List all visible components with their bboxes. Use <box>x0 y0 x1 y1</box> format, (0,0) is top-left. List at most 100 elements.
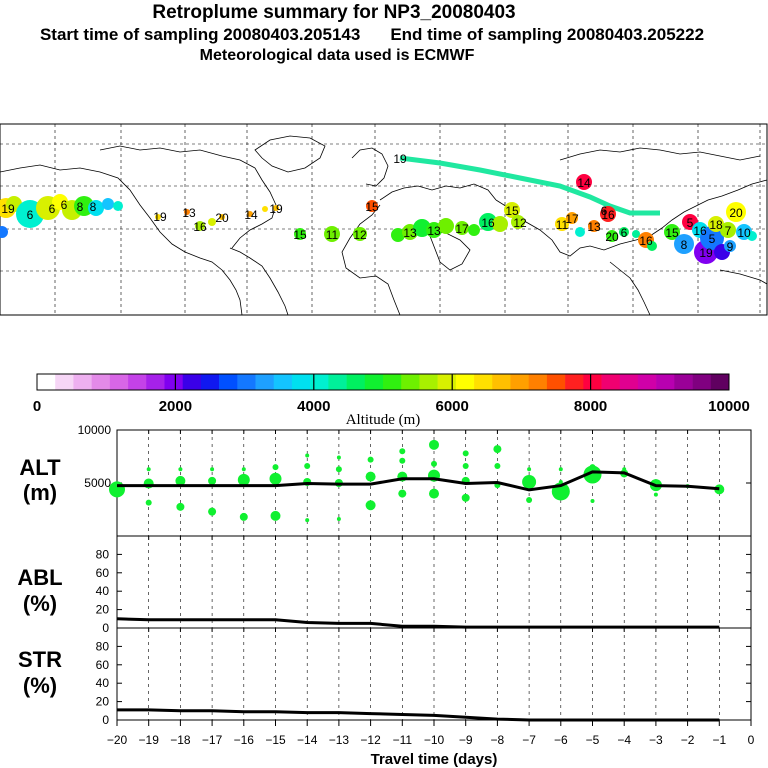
colorbar-swatch <box>455 374 475 390</box>
colorbar-swatch <box>328 374 347 390</box>
trajectory-point <box>674 234 694 254</box>
trajectory-point <box>113 201 123 211</box>
colorbar-swatch <box>437 374 457 390</box>
colorbar-tick-label: 0 <box>33 398 41 415</box>
x-axis-tick-label: −1 <box>712 733 726 747</box>
colorbar-swatch <box>528 374 548 390</box>
trajectory-point <box>700 226 724 250</box>
trajectory-point <box>726 202 746 222</box>
x-axis-tick-label: −19 <box>139 733 160 747</box>
colorbar-swatch <box>55 374 74 390</box>
alt-spread-point <box>365 471 376 482</box>
trajectory-day-label: 20 <box>605 230 619 244</box>
alt-spread-point <box>210 467 215 472</box>
trajectory-day-label: 9 <box>727 240 734 254</box>
trajectory-day-label: 16 <box>601 208 615 222</box>
trajectory-day-label: 8 <box>681 238 688 252</box>
alt-spread-point <box>653 492 658 497</box>
colorbar-swatch <box>128 374 147 390</box>
alt-spread-point <box>239 512 248 521</box>
map-frame <box>0 123 768 316</box>
trajectory-point <box>600 206 616 222</box>
str-y-tick-label: 60 <box>96 658 110 672</box>
alt-spread-point <box>714 484 725 495</box>
colorbar-tick-label: 2000 <box>159 398 192 415</box>
colorbar-swatch <box>219 374 238 390</box>
trajectory-point <box>632 230 640 238</box>
x-axis-title: Travel time (days) <box>371 751 498 768</box>
str-y-tick-label: 0 <box>102 713 109 727</box>
x-axis-tick-label: 0 <box>748 733 755 747</box>
trajectory-day-label: 6 <box>601 204 608 218</box>
colorbar-swatch <box>346 374 366 390</box>
str-y-tick-label: 80 <box>96 639 110 653</box>
trajectory-day-label: 13 <box>403 226 417 240</box>
coastlines <box>0 135 768 316</box>
x-axis-tick-label: −12 <box>360 733 381 747</box>
colorbar-swatch <box>164 374 183 390</box>
trajectory-point <box>219 214 225 220</box>
trajectory-day-label: 17 <box>455 222 469 236</box>
colorbar-swatch <box>419 374 438 390</box>
x-axis-tick-label: −2 <box>681 733 695 747</box>
trajectory-day-label: 19 <box>153 210 167 224</box>
trajectory-day-label: 5 <box>709 232 716 246</box>
trajectory-point <box>619 227 629 237</box>
colorbar-swatch <box>255 374 275 390</box>
colorbar-swatch <box>674 374 693 390</box>
colorbar-swatch <box>510 374 529 390</box>
trajectory-point <box>262 206 268 212</box>
colorbar-swatch <box>619 374 639 390</box>
alt-spread-point <box>583 465 602 484</box>
colorbar-swatch <box>182 374 202 390</box>
alt-spread-point <box>304 463 311 470</box>
alt-spread-point <box>558 479 563 484</box>
x-axis-tick-label: −18 <box>170 733 191 747</box>
trajectory-day-label: 13 <box>587 220 601 234</box>
abl-y-tick-label: 0 <box>102 621 109 635</box>
alt-spread-point <box>175 475 186 486</box>
trajectory-point <box>664 224 680 240</box>
alt-spread-point <box>589 464 596 471</box>
trajectory-point <box>324 226 340 242</box>
alt-spread-point <box>336 455 341 460</box>
colorbar-tick-label: 6000 <box>436 398 469 415</box>
x-axis-tick-label: −7 <box>522 733 536 747</box>
alt-spread-point <box>622 467 627 472</box>
alt-y-tick-label: 5000 <box>84 476 111 490</box>
trajectory-day-label: 13 <box>427 224 441 238</box>
trajectory-point <box>588 220 600 232</box>
trajectory-day-label: 12 <box>513 216 527 230</box>
trajectory-day-label: 8 <box>90 200 97 214</box>
abl-label: ABL <box>17 565 62 590</box>
colorbar-tick-label: 8000 <box>574 398 607 415</box>
alt-spread-point <box>241 467 246 472</box>
x-axis-tick-label: −14 <box>297 733 318 747</box>
colorbar-swatch <box>364 374 384 390</box>
trajectory-point <box>576 174 592 190</box>
trajectory-day-label: 19 <box>699 246 713 260</box>
trajectory-day-label: 10 <box>737 226 751 240</box>
alt-y-tick-label: 10000 <box>78 423 112 437</box>
trajectory-day-label: 15 <box>665 226 679 240</box>
trajectory-point <box>455 221 469 235</box>
map-graticule <box>0 124 767 315</box>
abl-y-tick-label: 60 <box>96 566 110 580</box>
met-data-label: Meteorological data used is ECMWF <box>199 47 475 64</box>
abl-unit: (%) <box>23 591 57 616</box>
alt-spread-point <box>527 467 532 472</box>
trajectory-day-label: 19 <box>393 152 407 166</box>
x-axis-tick-label: −16 <box>234 733 255 747</box>
trajectory-day-label: 7 <box>725 224 732 238</box>
trajectory-point <box>366 200 378 212</box>
colorbar-swatch <box>637 374 657 390</box>
abl-y-tick-label: 80 <box>96 547 110 561</box>
start-time-label: Start time of sampling 20080403.205143 <box>39 25 361 44</box>
alt-spread-point <box>462 450 469 457</box>
alt-spread-point <box>399 448 406 455</box>
alt-spread-point <box>429 488 439 499</box>
alt-spread-point <box>208 507 217 516</box>
alt-spread-point <box>272 464 279 471</box>
alt-spread-point <box>178 467 183 472</box>
